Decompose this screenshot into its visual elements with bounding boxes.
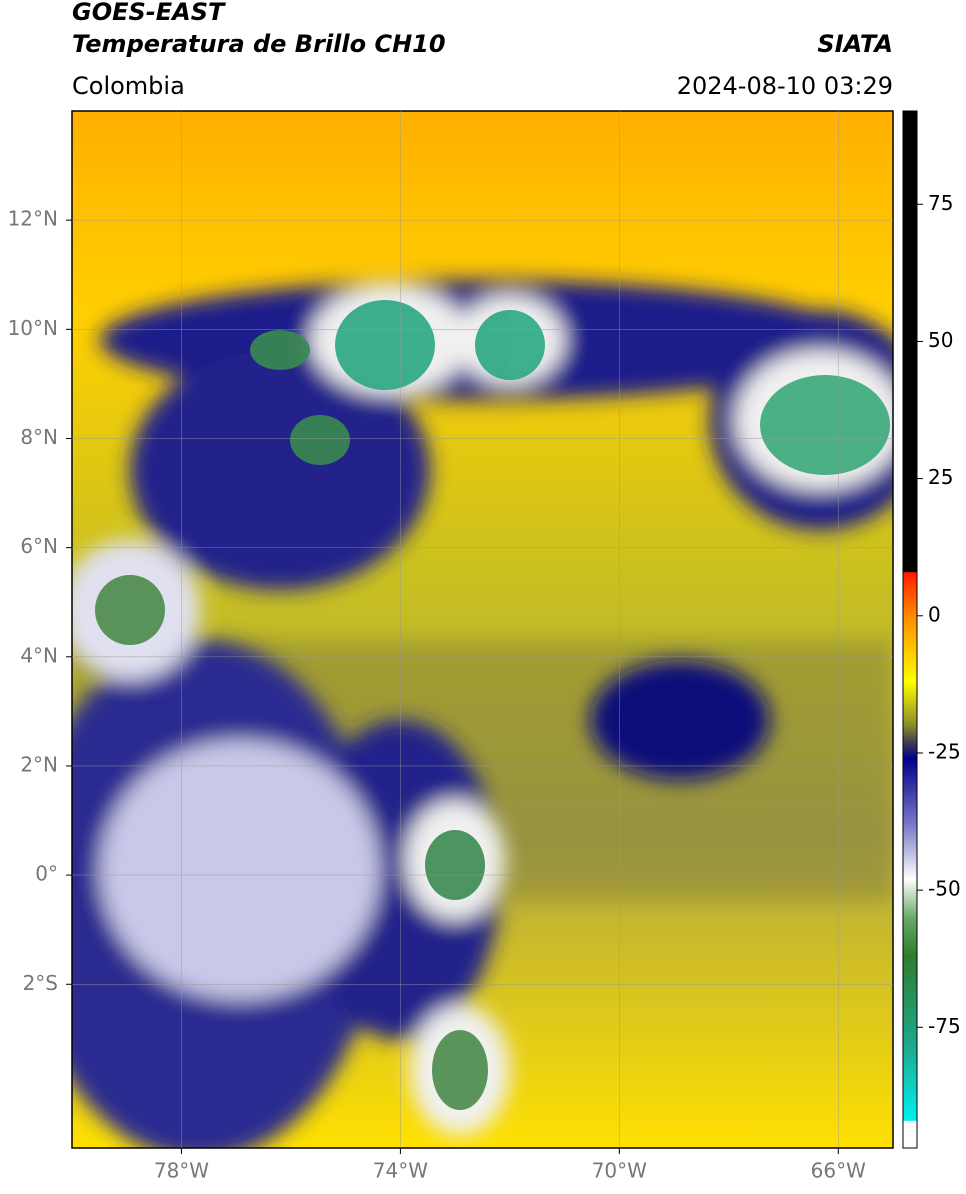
y-tick-label: 2°S [23, 971, 58, 995]
colorbar-tick-label: -75 [928, 1014, 961, 1038]
x-tick-label: 70°W [592, 1159, 647, 1183]
x-tick-label: 74°W [373, 1159, 428, 1183]
y-tick-label: 8°N [20, 425, 58, 449]
region: Colombia [72, 72, 185, 100]
colorbar-tick-label: -25 [928, 739, 961, 763]
datetime: 2024-08-10 03:29 [677, 72, 893, 100]
x-tick-label: 78°W [154, 1159, 209, 1183]
colorbar [902, 110, 918, 1149]
colorbar-tick-label: -50 [928, 877, 961, 901]
colorbar-tick-label: 75 [928, 191, 953, 215]
y-tick-label: 4°N [20, 643, 58, 667]
satellite-image [72, 111, 893, 1148]
y-tick-label: 6°N [20, 534, 58, 558]
y-tick-label: 2°N [20, 752, 58, 776]
subtitle: Temperatura de Brillo CH10 [72, 30, 446, 58]
y-tick-label: 0° [35, 862, 58, 886]
source: SIATA [817, 30, 893, 58]
y-tick-label: 10°N [8, 316, 58, 340]
map-frame [71, 110, 894, 1149]
title: GOES-EAST [72, 0, 226, 26]
colorbar-tick-label: 0 [928, 602, 941, 626]
colorbar-tick-label: 50 [928, 328, 953, 352]
colorbar-tick-label: 25 [928, 465, 953, 489]
y-tick-label: 12°N [8, 207, 58, 231]
x-tick-label: 66°W [811, 1159, 866, 1183]
